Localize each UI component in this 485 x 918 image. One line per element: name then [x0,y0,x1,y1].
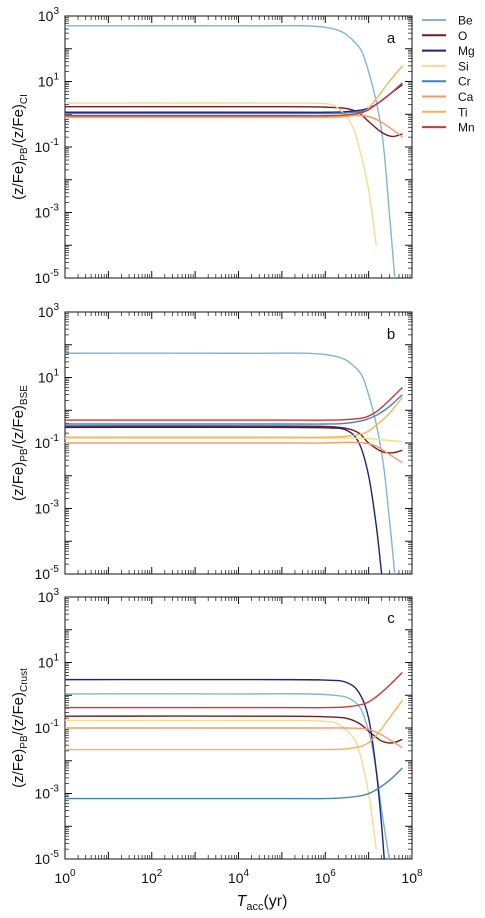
x-tick-label: 104 [228,868,250,886]
panel-label-b: b [387,326,395,343]
y-axis-label-b-main: (z/Fe) [10,462,27,501]
series-line-cr-c [65,767,403,800]
y-axis-label-b-sub2: BSE [19,385,30,405]
x-tick-label: 106 [315,868,337,886]
series-line-mg-b [65,426,383,574]
y-tick-label: 10-3 [35,203,60,221]
ticks-b: 10-5 10-3 10-1 101 103 [35,302,413,582]
y-tick-label: 101 [38,653,60,671]
series-line-o-c [65,715,403,744]
y-axis-label-a-main: (z/Fe) [10,161,27,200]
series-line-ca-c [65,727,403,749]
series-line-ca-b [65,441,403,464]
y-tick-label: 10-1 [35,433,60,451]
series-line-be-c [65,693,391,859]
series-line-mn-b [65,386,403,421]
y-tick-label: 10-5 [35,564,60,582]
y-tick-label: 101 [38,368,60,386]
series-line-cr-b [65,394,403,425]
series-line-si-a [65,102,377,246]
ticks-a: 10-5 10-3 10-1 101 103 [35,6,413,286]
y-tick-label: 103 [38,587,60,605]
series-line-ti-a [65,65,403,119]
curves-b [65,352,403,574]
y-tick-label: 103 [38,302,60,320]
y-axis-label-c-mid: /(z/Fe) [10,692,27,735]
legend-label-ti: Ti [458,105,468,119]
legend-label-si: Si [458,59,469,73]
series-line-ti-b [65,396,403,439]
panel-label-c: c [387,610,395,627]
y-tick-label: 103 [38,6,60,24]
legend-label-o: O [458,29,467,43]
series-line-be-a [65,24,396,278]
series-line-be-b [65,352,396,574]
plot-frame-a [64,15,413,279]
y-axis-label-c-main: (z/Fe) [10,749,27,788]
series-line-o-b [65,425,403,454]
legend-label-mn: Mn [458,121,475,135]
y-axis-label-c: (z/Fe)PB/(z/Fe)Crust [10,668,30,788]
series-line-ca-a [65,114,403,138]
y-tick-label: 10-3 [35,499,60,517]
y-axis-label-c-sub1: PB [19,735,30,749]
x-axis-label-main: T [237,893,248,910]
legend-label-cr: Cr [458,75,471,89]
y-axis-label-b: (z/Fe)PB/(z/Fe)BSE [10,385,30,501]
y-axis-label-a-sub1: PB [19,147,30,161]
x-tick-labels: 100 102 104 106 108 [54,868,423,886]
y-tick-label: 10-5 [35,268,60,286]
y-axis-label-a-sub2: CI [19,94,30,104]
legend-label-ca: Ca [458,90,474,104]
series-line-mn-a [65,82,403,117]
x-axis-label-sub: acc [246,901,264,913]
y-tick-label: 10-1 [35,137,60,155]
series-line-mg-a [65,84,403,114]
x-tick-label: 100 [54,868,76,886]
legend-label-mg: Mg [458,44,475,58]
x-tick-label: 102 [141,868,163,886]
y-tick-label: 10-5 [35,849,60,867]
x-tick-label: 108 [401,868,423,886]
y-tick-label: 101 [38,72,60,90]
curves-c [65,671,403,859]
panel-a: 10-5 10-3 10-1 101 103 a (z/Fe)PB/(z/Fe)CI [10,6,413,286]
series-line-si-c [65,719,377,850]
panel-b: 10-5 10-3 10-1 101 103 b (z/Fe)PB/(z/Fe)BSE [10,302,413,582]
y-axis-label-b-mid: /(z/Fe) [10,405,27,448]
panel-label-a: a [387,30,396,47]
x-axis-label-unit: (yr) [263,893,287,910]
panel-c: 10-5 10-3 10-1 101 103 c (z/Fe)PB/(z/Fe)Crus… [10,587,413,867]
series-line-mn-c [65,671,403,709]
y-axis-label-b-sub1: PB [19,448,30,462]
y-tick-label: 10-1 [35,718,60,736]
curves-a [65,24,403,278]
series-line-cr-a [65,82,403,115]
ticks-c: 10-5 10-3 10-1 101 103 [35,587,413,867]
y-axis-label-a-mid: /(z/Fe) [10,104,27,147]
y-tick-label: 10-3 [35,784,60,802]
legend-label-be: Be [458,14,473,28]
series-line-si-b [65,437,403,443]
series-line-mg-c [65,678,385,859]
y-axis-label-c-sub2: Crust [19,668,30,692]
x-axis-label: Tacc(yr) [237,893,288,913]
y-axis-label-a: (z/Fe)PB/(z/Fe)CI [10,94,30,200]
series-line-ti-c [65,699,403,751]
